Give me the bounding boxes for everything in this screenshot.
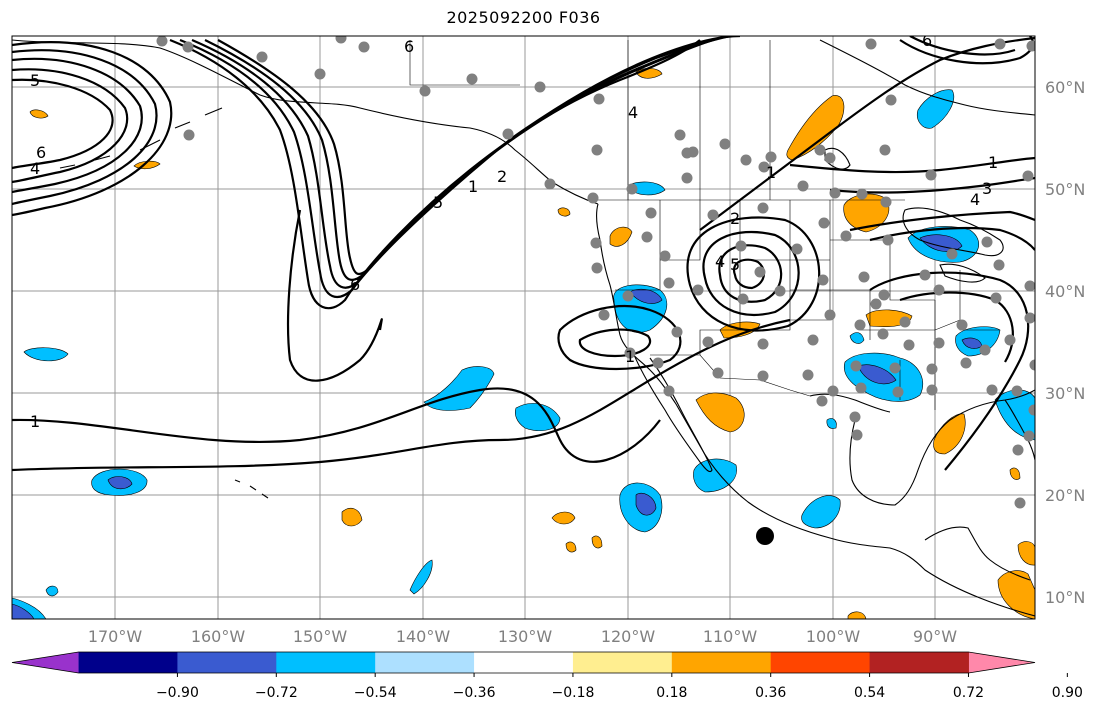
lon-label: 130°W — [498, 627, 553, 646]
contour-label: 2 — [497, 167, 507, 186]
coastlines — [12, 39, 1035, 617]
contour-label: 4 — [628, 103, 638, 122]
lat-label: 50°N — [1045, 180, 1085, 199]
map-background — [12, 36, 1035, 619]
colorbar-segment — [671, 652, 772, 673]
latitude-labels: 60°N 50°N 40°N 30°N 20°N 10°N — [1045, 78, 1085, 607]
colorbar-tick-label: 0.90 — [1052, 685, 1083, 701]
lon-label: 120°W — [601, 627, 656, 646]
colorbar-segment — [276, 652, 376, 673]
colorbar-tick-label: 0.54 — [854, 685, 885, 701]
contour-label-group: 5 6 4 1 6 5 4 2 1 4 5 1 2 1 3 4 6 1 6 — [30, 31, 998, 431]
colorbar-ticks: −0.90 −0.72 −0.54 −0.36 −0.18 0.18 0.36 0.54 0.7… — [156, 673, 1083, 701]
contour-label: 2 — [730, 209, 740, 228]
contour-label: 1 — [468, 177, 478, 196]
colorbar-segment — [78, 652, 178, 673]
contour-label: 1 — [766, 163, 776, 182]
colorbar-tick-label: −0.36 — [453, 685, 496, 701]
colorbar-outline — [11, 651, 1036, 674]
colorbar — [11, 651, 1036, 674]
contour-label: 4 — [715, 252, 725, 271]
contour-label: 1 — [30, 412, 40, 431]
lon-label: 100°W — [806, 627, 861, 646]
longitude-labels: 170°W 160°W 150°W 140°W 130°W 120°W 110°… — [88, 627, 957, 646]
lon-label: 160°W — [191, 627, 246, 646]
storm-center-marker — [756, 527, 774, 545]
lat-label: 60°N — [1045, 78, 1085, 97]
colorbar-tick-label: −0.18 — [551, 685, 594, 701]
contour-label: 4 — [970, 190, 980, 209]
map-frame — [11, 35, 1036, 620]
colorbar-tick-label: 0.18 — [656, 685, 687, 701]
contour-label: 5 — [730, 255, 740, 274]
colorbar-tick-label: −0.54 — [354, 685, 397, 701]
lon-label: 110°W — [703, 627, 758, 646]
contour-label: 1 — [988, 153, 998, 172]
station-dots — [156, 36, 1035, 509]
contour-label: 6 — [350, 275, 360, 294]
colorbar-tick-label: −0.72 — [255, 685, 298, 701]
contour-label: 1 — [625, 347, 635, 366]
lat-label: 20°N — [1045, 486, 1085, 505]
contour-label: 5 — [433, 193, 443, 212]
contour-label: 4 — [30, 159, 40, 178]
contour-label: 6 — [922, 31, 932, 50]
lon-label: 140°W — [396, 627, 451, 646]
colorbar-tick-label: 0.72 — [953, 685, 984, 701]
contour-label: 3 — [982, 179, 992, 198]
lat-label: 10°N — [1045, 588, 1085, 607]
colorbar-tick-label: 0.36 — [755, 685, 786, 701]
colorbar-tick-label: −0.90 — [156, 685, 199, 701]
colorbar-segment — [12, 652, 79, 673]
anomaly-fills — [12, 68, 1035, 619]
contour-label: 6 — [404, 37, 414, 56]
lon-label: 170°W — [88, 627, 143, 646]
contour-label: 6 — [36, 143, 46, 162]
lat-label: 30°N — [1045, 384, 1085, 403]
colorbar-segment — [770, 652, 871, 673]
colorbar-segment — [474, 652, 574, 673]
lon-label: 150°W — [293, 627, 348, 646]
colorbar-segment — [572, 652, 673, 673]
lon-label: 90°W — [913, 627, 957, 646]
colorbar-segment — [375, 652, 475, 673]
colorbar-segment — [968, 652, 1035, 673]
lat-label: 40°N — [1045, 282, 1085, 301]
map-title: 2025092200 F036 — [446, 8, 601, 27]
contour-label: 5 — [30, 71, 40, 90]
contour-lines — [12, 36, 1035, 472]
colorbar-segment — [177, 652, 277, 673]
colorbar-segment — [869, 652, 969, 673]
